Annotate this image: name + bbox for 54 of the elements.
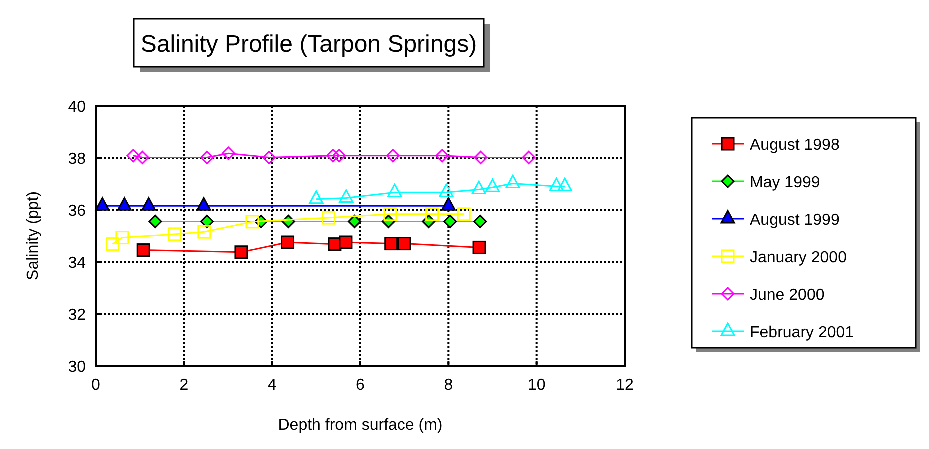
legend-label: August 1999 — [750, 212, 840, 229]
x-tick-label: 6 — [356, 377, 366, 394]
y-tick-label: 30 — [68, 359, 86, 376]
legend-label: May 1999 — [750, 174, 820, 192]
point — [168, 228, 182, 242]
y-tick-label: 38 — [68, 151, 86, 168]
point — [332, 149, 346, 163]
point — [398, 237, 412, 251]
point — [522, 150, 536, 164]
y-tick-label: 40 — [68, 99, 86, 116]
point — [474, 214, 488, 228]
x-tick-label: 2 — [180, 377, 189, 394]
point — [339, 236, 353, 250]
point — [136, 150, 150, 164]
y-axis-title: Salinity (ppt) — [25, 192, 42, 280]
x-tick-label: 10 — [528, 377, 546, 394]
point — [322, 211, 336, 225]
point — [384, 208, 398, 222]
chart-title: Salinity Profile (Tarpon Springs) — [140, 31, 478, 58]
legend-label: August 1998 — [750, 137, 840, 154]
legend-label: January 2000 — [750, 250, 848, 266]
y-tick-label: 32 — [68, 307, 86, 324]
point — [234, 246, 248, 260]
point — [200, 150, 214, 164]
point — [246, 215, 260, 229]
point — [457, 208, 471, 222]
point — [436, 149, 450, 163]
legend-label: June 2000 — [750, 287, 825, 304]
y-tick-label: 34 — [68, 255, 86, 272]
point — [262, 150, 276, 164]
point — [474, 150, 488, 164]
point — [198, 225, 212, 239]
point — [148, 214, 162, 228]
y-tick-label: 36 — [68, 203, 86, 220]
point — [200, 214, 214, 228]
point — [444, 214, 458, 228]
x-axis-title: Depth from surface (m) — [278, 417, 443, 434]
point — [348, 214, 362, 228]
point — [472, 240, 486, 254]
x-tick-label: 8 — [444, 377, 454, 394]
point — [426, 208, 440, 222]
x-tick-label: 4 — [268, 377, 277, 394]
point — [136, 244, 150, 258]
x-tick-label: 12 — [616, 377, 634, 394]
point — [106, 238, 120, 252]
point — [281, 236, 295, 250]
point — [116, 231, 130, 245]
point — [326, 149, 340, 163]
point — [126, 149, 140, 163]
point — [384, 237, 398, 251]
x-tick-label: 0 — [92, 377, 101, 394]
legend-label: February 2001 — [750, 324, 854, 342]
point — [386, 149, 400, 163]
point — [222, 146, 236, 160]
